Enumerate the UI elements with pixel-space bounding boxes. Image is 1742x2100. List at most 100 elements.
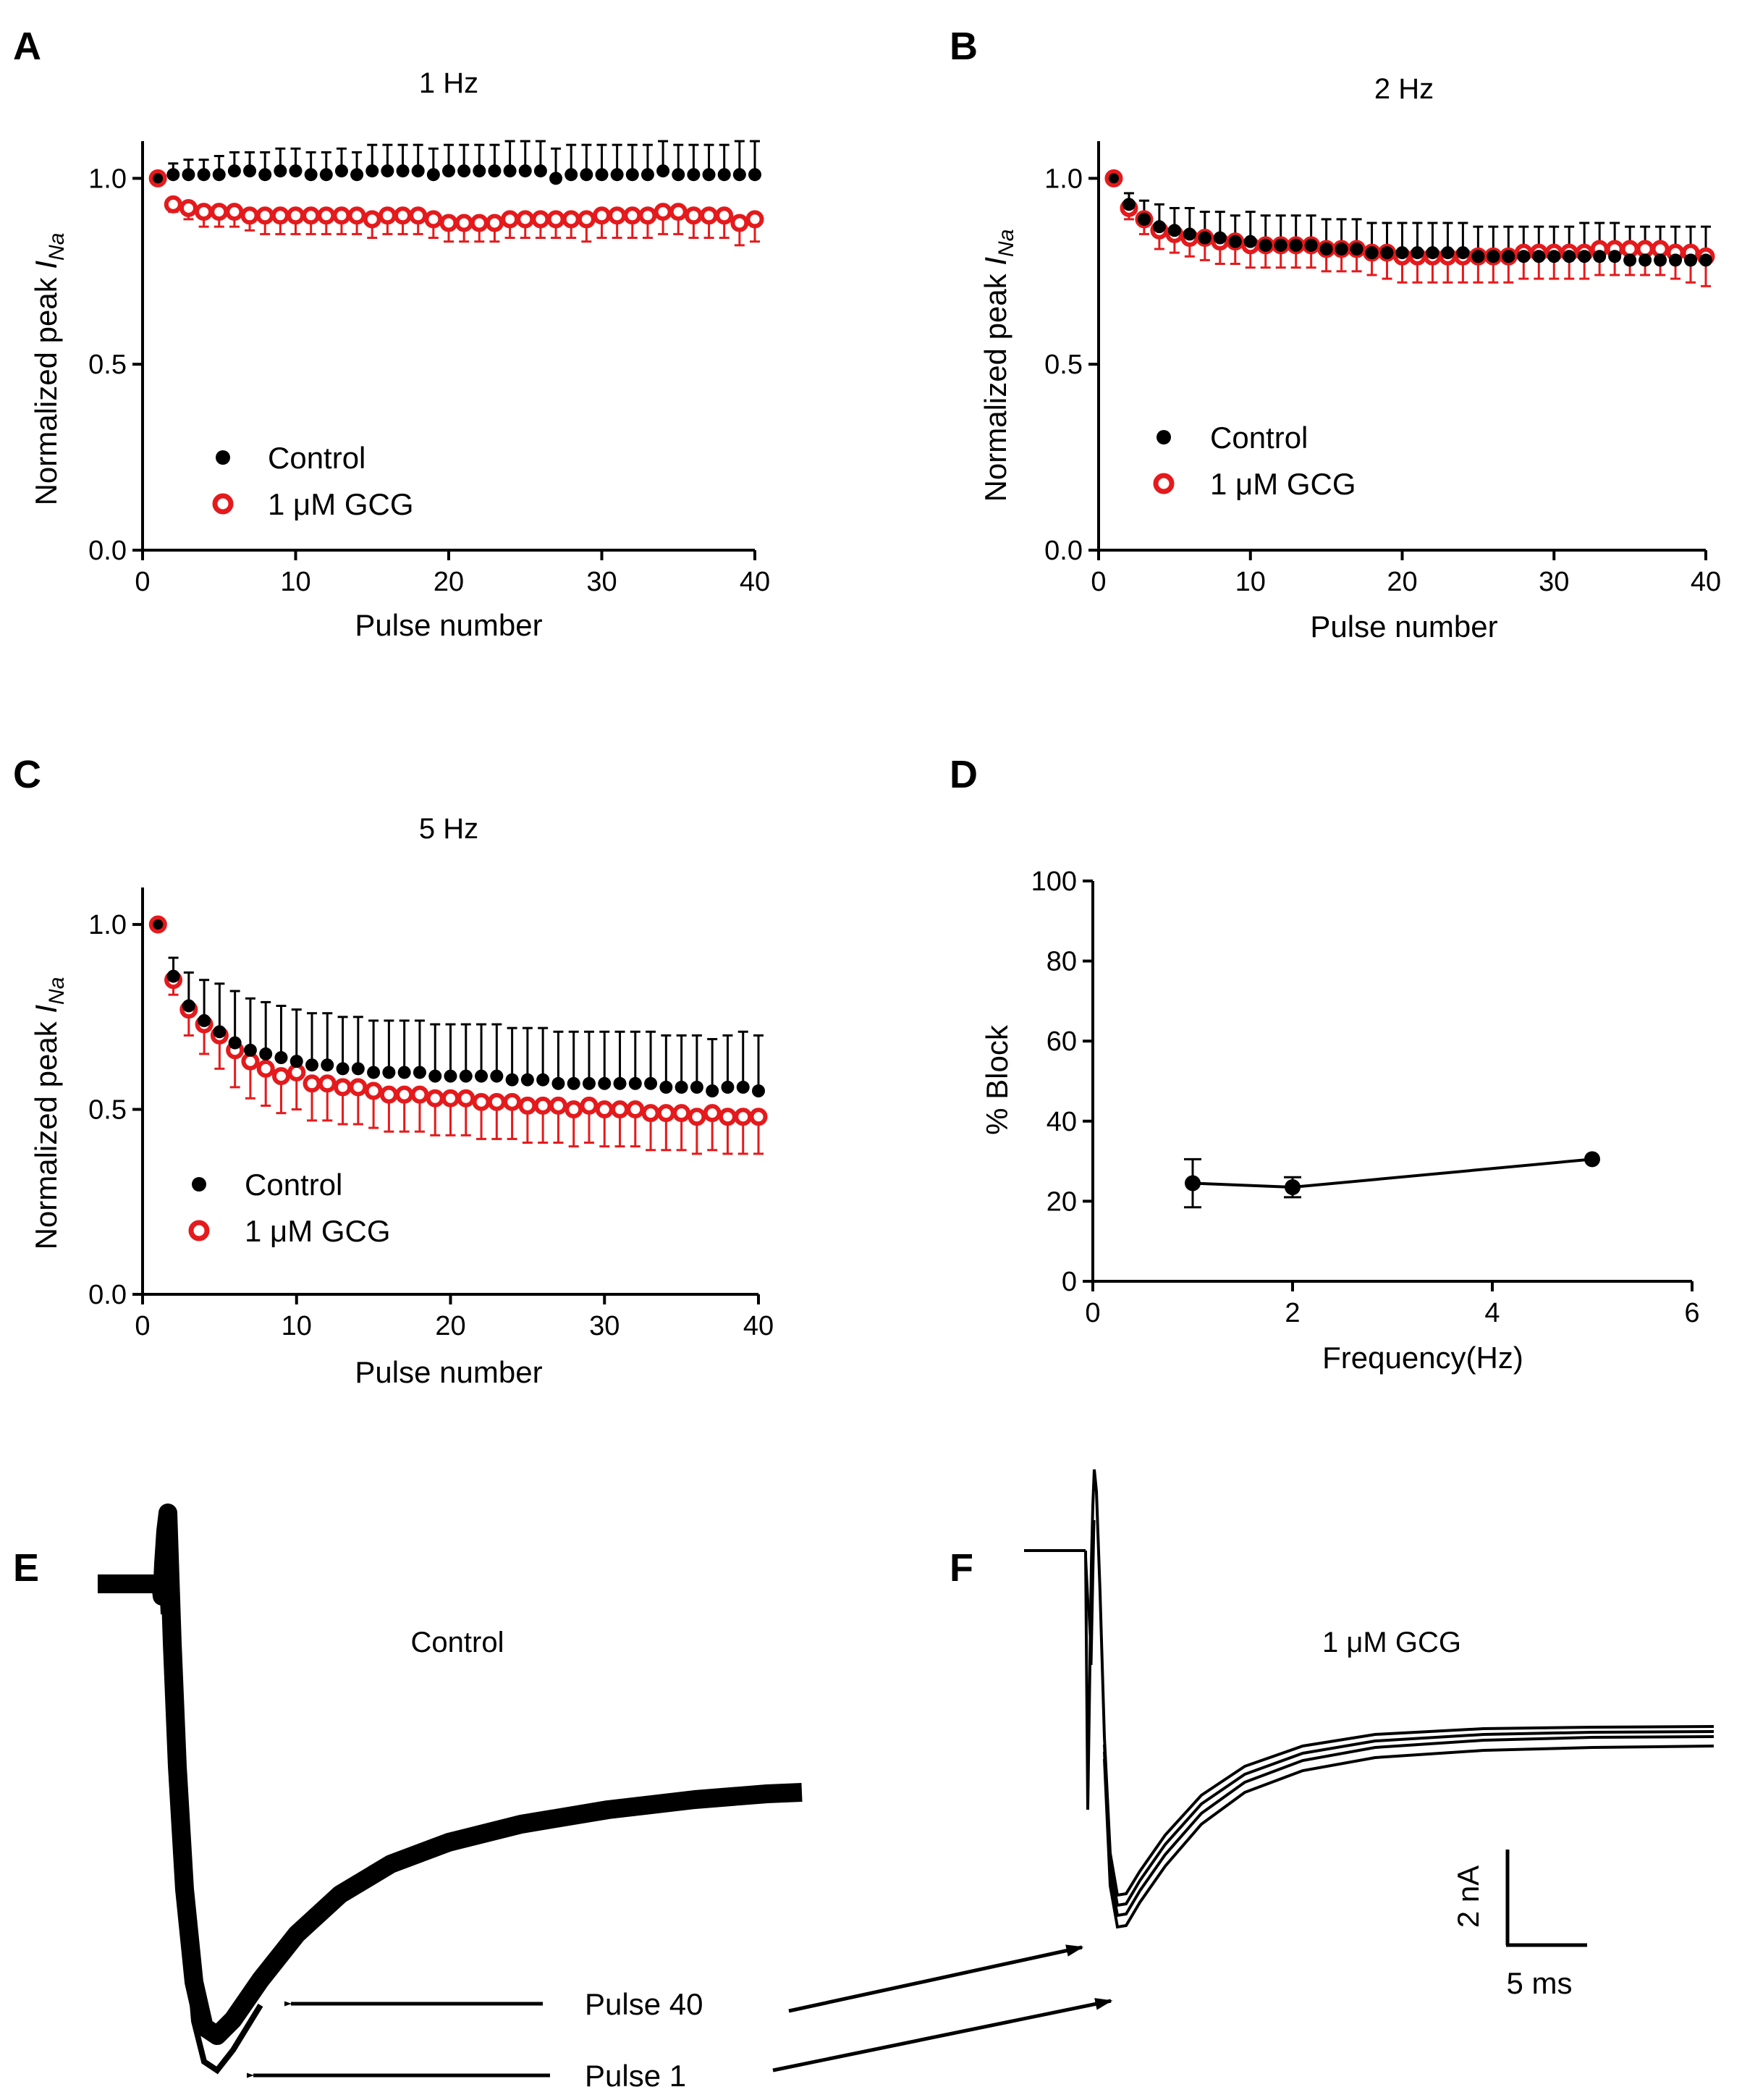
data-point-gcg-c [487, 1092, 506, 1111]
y-tick-label-d: 20 [1047, 1186, 1077, 1217]
trace-panel-f: 1 μM GCG 2 nA 5 ms [1024, 1469, 1714, 2000]
data-point-gcg-a [409, 206, 428, 225]
data-point-control-b [1380, 246, 1394, 260]
data-point-gcg-a [638, 206, 657, 225]
data-point-gcg-a [745, 210, 764, 229]
data-point-control-b [1319, 242, 1333, 256]
data-point-gcg-a [317, 206, 336, 225]
data-point-control-a [580, 168, 593, 182]
x-tick-label-b: 10 [1235, 567, 1266, 597]
data-point-control-b [1213, 231, 1227, 245]
arrow-pulse-1: Pulse 1 [247, 2059, 686, 2093]
scale-bar: 2 nA 5 ms [1451, 1850, 1587, 2000]
x-tick-label-b: 0 [1091, 567, 1106, 597]
data-point-gcg-a [225, 203, 244, 222]
x-tick-label-c: 30 [589, 1311, 620, 1341]
control-trace-band [98, 1504, 803, 2045]
y-axis-label-a: Normalized peak INa [29, 233, 69, 506]
data-point-gcg-c [565, 1100, 583, 1119]
panel-label-b: B [950, 25, 978, 68]
data-point-control-c [675, 1080, 688, 1094]
data-point-gcg-c [688, 1108, 706, 1126]
data-point-control-c [413, 1066, 426, 1079]
x-tick-label-a: 20 [434, 567, 464, 597]
legend-marker-control-b [1157, 430, 1171, 444]
y-axis-label-symbol-b: I [978, 257, 1012, 266]
trace-title-f: 1 μM GCG [1322, 1627, 1461, 1658]
x-tick-label-a: 0 [135, 567, 150, 597]
legend-b: Control 1 μM GCG [1153, 421, 1356, 501]
data-point-control-b [1623, 253, 1637, 267]
gcg-current-traces [1024, 1469, 1714, 1929]
data-point-gcg-a [700, 206, 719, 225]
x-tick-label-c: 0 [135, 1311, 150, 1341]
data-point-gcg-c [518, 1096, 537, 1115]
data-point-gcg-c [595, 1100, 614, 1119]
x-tick-label-a: 10 [280, 567, 310, 597]
data-point-gcg-a [730, 214, 749, 232]
data-point-control-c [752, 1084, 765, 1097]
data-point-gcg-a [164, 195, 182, 214]
data-point-gcg-a [485, 214, 504, 232]
arrow-pulse-40: Pulse 40 [284, 1987, 703, 2021]
y-axis-label-symbol-a: I [29, 261, 63, 269]
data-point-gcg-c [549, 1096, 567, 1115]
data-point-control-c [367, 1066, 381, 1079]
y-axis-label-text-a: Normalized peak [29, 269, 63, 506]
data-point-gcg-a [378, 206, 397, 225]
chart-panel-b: 2 Hz Pulse number Normalized peak INa Co… [978, 73, 1721, 644]
data-point-control-c [289, 1055, 303, 1068]
data-point-gcg-c [656, 1104, 675, 1123]
y-axis-label-text-c: Normalized peak [29, 1013, 63, 1250]
data-point-gcg-c [580, 1096, 599, 1115]
data-point-gcg-a [654, 203, 672, 222]
data-point-gcg-a [470, 214, 489, 232]
data-point-control-b [1259, 238, 1272, 252]
data-point-gcg-a [623, 206, 642, 225]
legend-label-control-c: Control [245, 1168, 342, 1202]
data-point-control-b [1395, 246, 1409, 260]
data-point-control-b [1198, 231, 1212, 245]
data-point-gcg-a [363, 210, 381, 229]
x-tick-label-d: 6 [1684, 1298, 1699, 1328]
data-point-gcg-c [349, 1078, 368, 1097]
data-point-control-c [736, 1080, 750, 1094]
data-point-gcg-a [516, 210, 535, 229]
y-axis-label-text-b: Normalized peak [978, 266, 1012, 502]
data-point-control-a [610, 168, 624, 182]
legend-label-control-a: Control [268, 441, 365, 475]
data-point-control-c [536, 1073, 550, 1087]
data-point-gcg-c [749, 1108, 768, 1126]
data-point-control-a [396, 164, 410, 178]
data-point-control-a [319, 168, 333, 182]
data-point-control-a [656, 164, 670, 178]
data-point-control-b [1684, 253, 1698, 267]
chart-panel-c: 5 Hz Pulse number Normalized peak INa Co… [29, 813, 774, 1389]
annotation-pulse-40: Pulse 40 [585, 1987, 703, 2021]
x-tick-label-c: 40 [743, 1311, 774, 1341]
data-point-control-a [243, 164, 257, 178]
data-point-control-a [304, 168, 318, 182]
data-point-control-a [595, 168, 609, 182]
gcg-capacitive-transient [1084, 1519, 1096, 1666]
arrow-to-f-pulse-40 [788, 1944, 1084, 2013]
data-point-gcg-c [441, 1089, 460, 1108]
arrow-to-f-pulse-1 [772, 1998, 1113, 2072]
legend-marker-gcg-a [212, 493, 234, 515]
data-point-control-a [426, 168, 440, 182]
data-point-control-a [732, 168, 746, 182]
data-point-control-c [243, 1043, 257, 1057]
data-point-gcg-c [379, 1085, 398, 1104]
data-point-gcg-c [426, 1089, 444, 1108]
y-tick-label-a: 1.0 [88, 164, 127, 194]
data-point-control-a [227, 164, 241, 178]
data-point-control-a [212, 168, 226, 182]
data-point-control-a [442, 164, 455, 178]
data-point-gcg-a [684, 206, 703, 225]
data-point-control-a [672, 168, 685, 182]
data-point-gcg-c [472, 1092, 491, 1111]
legend-a: Control 1 μM GCG [212, 441, 414, 521]
gcg-trace-mid-1 [1103, 1730, 1714, 1907]
data-point-control-b [1547, 250, 1561, 263]
y-tick-label-d: 60 [1047, 1026, 1077, 1057]
